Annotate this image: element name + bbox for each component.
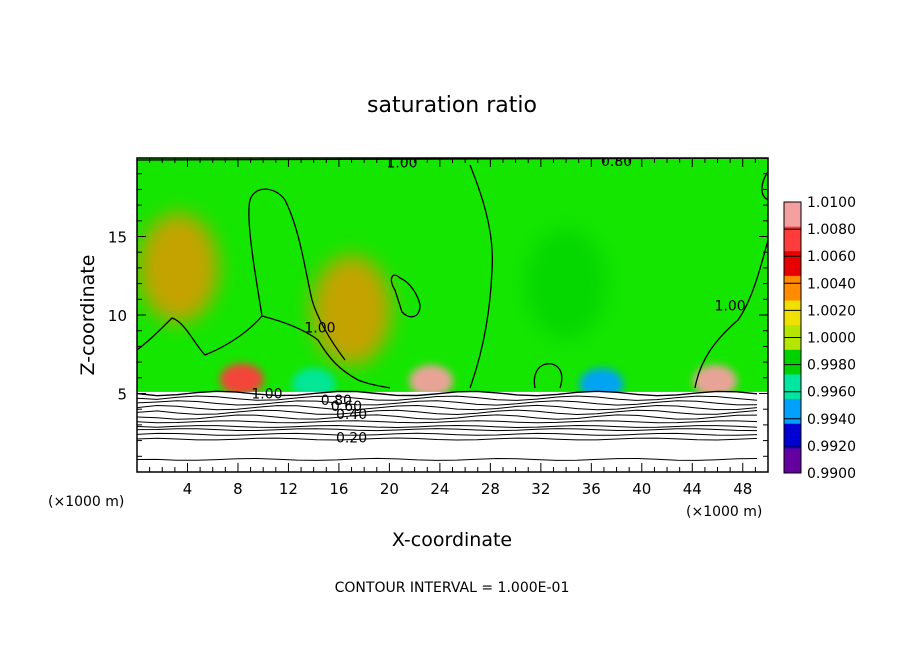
layer-contour-line [137,390,758,397]
contour-label: 0.60 [331,399,362,415]
colorbar-swatch [784,399,801,425]
x-tick-label: 44 [683,480,702,498]
x-tick-label: 8 [233,480,243,498]
colorbar-label: 0.9900 [807,466,856,482]
layer-contour-line [137,414,758,420]
colorbar-label: 0.9920 [807,439,856,455]
x-axis-ticks: 4 8 12 16 20 24 28 32 36 40 44 48 [149,158,756,498]
chart-title: saturation ratio [367,93,537,118]
heatmap-hotspot [311,255,392,366]
layer-contour-line [137,457,758,461]
x-tick-label: 4 [183,480,193,498]
colorbar-swatch [784,423,801,449]
heatmap-hotspot [409,364,454,397]
x-axis-label: X-coordinate [392,529,512,551]
x-unit-right: (×1000 m) [686,504,762,520]
y-tick-label: 15 [108,229,127,247]
colorbar-label: 1.0000 [807,331,856,347]
colorbar-label: 1.0080 [807,222,856,238]
colorbar: 1.0100 1.0080 1.0060 1.0040 1.0020 1.0000 0.99… [783,195,856,482]
x-tick-label: 12 [279,480,298,498]
colorbar-swatch [784,226,801,252]
heatmap-hotspot [138,212,219,323]
colorbar-label: 0.9980 [807,358,856,374]
layer-contour-line [137,428,758,432]
contour-line [137,315,391,389]
contour-label: 1.00 [715,299,746,315]
y-axis-label: Z-coordinate [77,255,99,376]
colorbar-label: 1.0100 [807,195,856,211]
contour-label: 0.40 [336,407,367,423]
x-tick-label: 20 [380,480,399,498]
x-tick-label: 24 [430,480,449,498]
contour-label: 0.80 [601,154,632,170]
contour-labels: 1.00 0.801.001.001.00 0.800.600.400.20 [251,154,746,446]
x-unit-left: (×1000 m) [48,494,124,510]
colorbar-swatch [784,275,801,302]
colorbar-label: 0.9940 [807,412,856,428]
layer-contour-line [137,437,758,441]
layer-contour-line [137,404,758,411]
colorbar-label: 1.0060 [807,249,856,265]
heatmap-hotspot [526,228,607,339]
colorbar-swatch [784,251,801,277]
contour-line [390,274,421,318]
x-tick-label: 16 [329,480,348,498]
contour-line [469,164,494,389]
heatmap-hotspot [692,364,737,397]
layer-contours [137,390,758,461]
contour-line [533,363,563,389]
x-tick-label: 48 [733,480,752,498]
contour-label: 1.00 [251,387,282,403]
colorbar-swatch [784,202,801,228]
contour-label: 0.20 [336,430,367,446]
layer-contour-line [137,409,758,416]
contour-line [694,239,768,389]
colorbar-swatch [784,448,801,474]
x-tick-label: 28 [481,480,500,498]
heatmap-hotspot [219,363,264,396]
x-tick-label: 40 [632,480,651,498]
colorbar-swatch [784,349,801,375]
contour-label: 1.00 [386,156,417,172]
footnote: CONTOUR INTERVAL = 1.000E-01 [335,580,570,596]
contour-line [761,171,768,201]
layer-contour-line [137,400,758,406]
colorbar-swatch [784,374,801,400]
contour-line [248,188,346,361]
y-tick-label: 10 [108,307,127,325]
layer-contour-line [137,420,758,424]
colorbar-label: 1.0040 [807,276,856,292]
colorbar-label: 1.0020 [807,303,856,319]
contour-label: 1.00 [304,321,335,337]
plot-area: 1.00 0.801.001.001.00 0.800.600.400.20 [137,154,768,472]
x-tick-label: 36 [582,480,601,498]
layer-contour-line [137,432,758,436]
contour-label: 0.80 [321,393,352,409]
colorbar-swatch [784,300,801,326]
y-tick-label: 5 [117,386,127,404]
layer-contour-line [137,395,758,401]
colorbar-label: 0.9960 [807,385,856,401]
x-tick-label: 32 [531,480,550,498]
layer-contour-line [137,424,758,429]
y-axis-ticks: 5 10 15 [108,173,768,457]
